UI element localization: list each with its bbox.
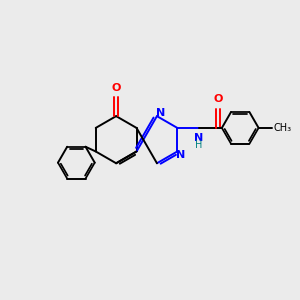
Text: N: N <box>156 108 165 118</box>
Text: N: N <box>194 133 203 143</box>
Text: H: H <box>195 140 202 150</box>
Text: N: N <box>176 150 185 160</box>
Text: CH₃: CH₃ <box>274 123 292 133</box>
Text: O: O <box>112 83 121 93</box>
Text: O: O <box>213 94 223 104</box>
